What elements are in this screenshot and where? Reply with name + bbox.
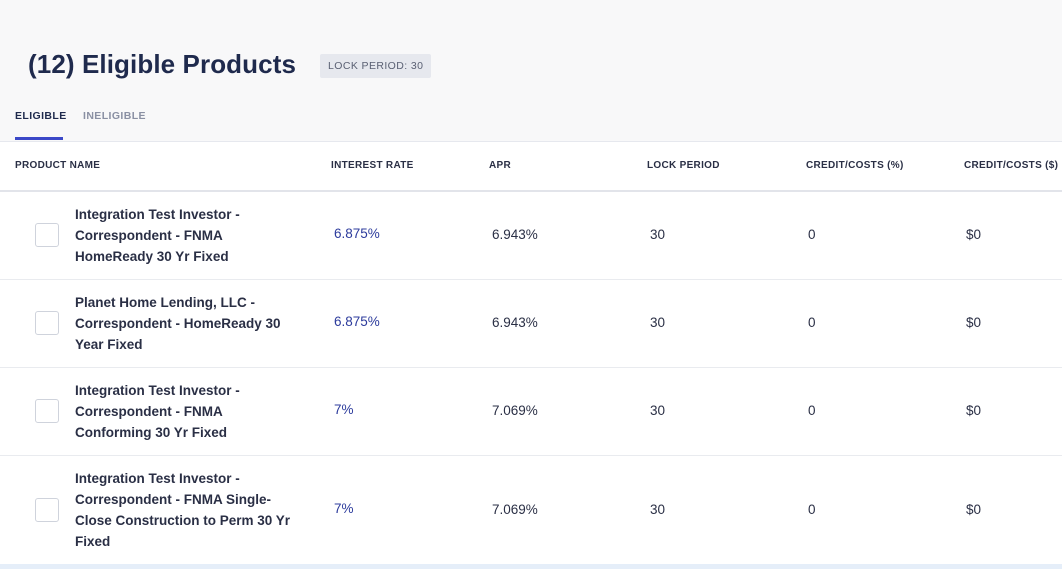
lock-period-badge: LOCK PERIOD: 30 [320, 54, 432, 78]
lock-period: 30 [650, 227, 666, 242]
row-select-checkbox[interactable] [35, 223, 59, 247]
row-select-checkbox[interactable] [35, 498, 59, 522]
lock-period: 30 [650, 403, 666, 418]
table-row[interactable]: Integration Test Investor - Corresponden… [0, 368, 1062, 456]
apr: 6.943% [492, 315, 538, 330]
interest-rate: 7% [334, 501, 354, 516]
column-header-apr[interactable]: APR [489, 160, 512, 171]
credit-costs-usd: $0 [966, 403, 982, 418]
bottom-scroll-edge [0, 564, 1062, 569]
page-title: (12) Eligible Products [28, 48, 297, 79]
apr: 7.069% [492, 403, 538, 418]
table-row[interactable]: Integration Test Investor - Corresponden… [0, 192, 1062, 280]
credit-costs-pct: 0 [808, 227, 816, 242]
column-header-product-name[interactable]: PRODUCT NAME [15, 160, 101, 171]
credit-costs-pct: 0 [808, 403, 816, 418]
column-header-credit-costs-usd[interactable]: CREDIT/COSTS ($) [964, 160, 1059, 171]
interest-rate: 6.875% [334, 314, 380, 329]
column-header-lock-period[interactable]: LOCK PERIOD [647, 160, 720, 171]
apr: 7.069% [492, 502, 538, 517]
tab-ineligible[interactable]: INELIGIBLE [83, 110, 146, 122]
row-select-checkbox[interactable] [35, 399, 59, 423]
lock-period: 30 [650, 502, 666, 517]
column-header-interest-rate[interactable]: INTEREST RATE [331, 160, 414, 171]
product-name: Integration Test Investor - Corresponden… [75, 471, 291, 549]
active-tab-indicator [15, 137, 63, 140]
credit-costs-usd: $0 [966, 315, 982, 330]
interest-rate: 7% [334, 402, 354, 417]
page-header: (12) Eligible Products LOCK PERIOD: 30 [28, 44, 432, 84]
product-name: Planet Home Lending, LLC - Correspondent… [75, 295, 281, 352]
product-name: Integration Test Investor - Corresponden… [75, 207, 240, 264]
table-row[interactable]: Planet Home Lending, LLC - Correspondent… [0, 280, 1062, 368]
column-header-credit-costs-pct[interactable]: CREDIT/COSTS (%) [806, 160, 904, 171]
tab-eligible[interactable]: ELIGIBLE [15, 110, 67, 122]
table-row[interactable]: Integration Test Investor - Corresponden… [0, 456, 1062, 564]
row-select-checkbox[interactable] [35, 311, 59, 335]
product-name: Integration Test Investor - Corresponden… [75, 383, 240, 440]
credit-costs-pct: 0 [808, 315, 816, 330]
apr: 6.943% [492, 227, 538, 242]
lock-period: 30 [650, 315, 666, 330]
credit-costs-usd: $0 [966, 502, 982, 517]
product-tabs: ELIGIBLE INELIGIBLE [0, 100, 1062, 142]
credit-costs-pct: 0 [808, 502, 816, 517]
credit-costs-usd: $0 [966, 227, 982, 242]
products-table: PRODUCT NAME INTEREST RATE APR LOCK PERI… [0, 141, 1062, 564]
table-header: PRODUCT NAME INTEREST RATE APR LOCK PERI… [0, 141, 1062, 192]
interest-rate: 6.875% [334, 226, 380, 241]
